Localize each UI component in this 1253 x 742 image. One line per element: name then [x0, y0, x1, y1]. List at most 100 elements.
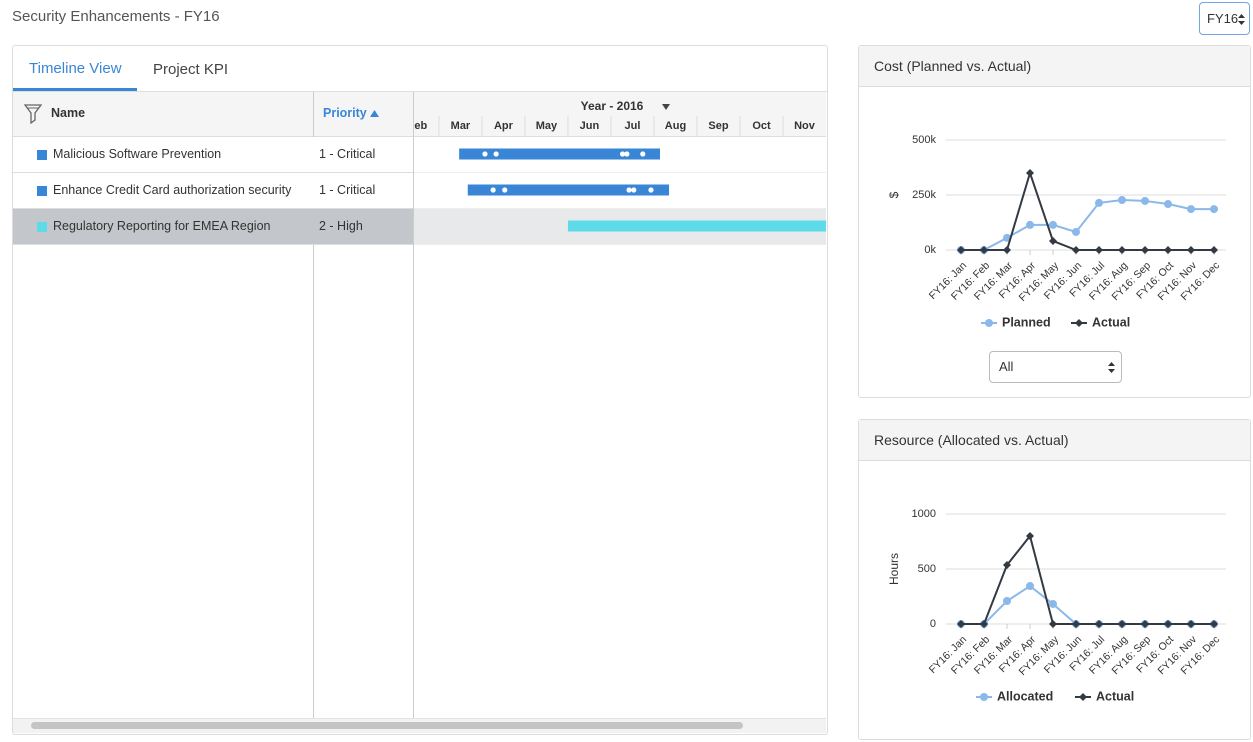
gantt-bar[interactable] — [459, 148, 660, 160]
filter-select-value: All — [999, 359, 1014, 374]
marker — [957, 620, 965, 628]
marker — [1049, 236, 1057, 245]
milestone — [502, 187, 508, 193]
marker — [1141, 246, 1149, 254]
marker — [1210, 620, 1218, 628]
marker — [980, 693, 988, 701]
y-tick-label: 0k — [924, 244, 936, 256]
period-select[interactable]: FY16 — [1199, 2, 1250, 35]
dropdown-icon — [662, 104, 670, 110]
cost-panel: Cost (Planned vs. Actual) 0k 250k 500k $ FY1… — [858, 45, 1251, 398]
timeline-title: Year - 2016 — [581, 99, 644, 113]
legend-label: Actual — [1092, 315, 1130, 329]
column-divider — [313, 92, 314, 722]
table-row[interactable]: Regulatory Reporting for EMEA Region 2 - … — [13, 209, 413, 245]
cell-name: Regulatory Reporting for EMEA Region — [53, 219, 271, 233]
marker — [1003, 246, 1011, 254]
marker — [1141, 620, 1149, 628]
legend-label: Actual — [1096, 689, 1134, 703]
marker — [1072, 246, 1080, 254]
gantt: Year - 2016 Feb Mar Apr May Jun Jul Aug Sep Oct No… — [414, 92, 826, 245]
marker — [1079, 693, 1087, 701]
y-tick-label: 500 — [918, 563, 936, 575]
sort-icon — [370, 110, 380, 117]
marker — [980, 246, 988, 254]
month-label: Jun — [580, 120, 600, 132]
milestone — [482, 151, 488, 157]
milestone — [648, 187, 654, 193]
marker — [1003, 561, 1011, 570]
marker — [1049, 599, 1057, 608]
table-row[interactable]: Malicious Software Prevention 1 - Critica… — [13, 137, 413, 173]
cell-priority: 2 - High — [319, 219, 363, 233]
series-line — [961, 584, 1214, 625]
row-color — [37, 222, 47, 232]
month-label: Feb — [414, 120, 427, 132]
column-divider — [413, 92, 414, 722]
marker — [980, 620, 988, 628]
marker — [1187, 246, 1195, 254]
marker — [1095, 246, 1103, 254]
marker — [1072, 620, 1080, 628]
column-header[interactable]: Name — [51, 106, 86, 120]
milestone — [493, 151, 499, 157]
milestone — [626, 187, 632, 193]
period-select-value: FY16 — [1207, 11, 1239, 26]
filter-select[interactable]: All — [989, 351, 1122, 383]
marker — [1049, 620, 1057, 628]
y-tick-label: 500k — [912, 134, 936, 146]
divider — [13, 91, 827, 92]
marker — [1026, 532, 1034, 540]
panel-title: Resource (Allocated vs. Actual) — [859, 420, 1250, 461]
marker — [1164, 246, 1172, 254]
marker — [1187, 205, 1195, 214]
marker — [1164, 620, 1172, 628]
cell-name: Malicious Software Prevention — [53, 147, 222, 161]
tab-active[interactable]: Timeline View — [29, 60, 122, 77]
legend-label: Allocated — [997, 689, 1053, 703]
month-label: Nov — [794, 120, 816, 132]
month-label: Apr — [494, 120, 514, 132]
tab-underline — [13, 88, 137, 91]
cell-priority: 1 - Critical — [319, 147, 376, 161]
filter-icon[interactable] — [24, 104, 42, 124]
month-label: Aug — [665, 120, 686, 132]
month-label: May — [536, 120, 558, 132]
table-row[interactable]: Enhance Credit Card authorization securi… — [13, 173, 413, 209]
marker — [1210, 246, 1218, 254]
marker — [1187, 620, 1195, 628]
row-color — [37, 150, 47, 160]
marker — [1026, 220, 1034, 229]
marker — [957, 246, 965, 254]
column-header-text: Priority — [323, 106, 367, 120]
column-header[interactable]: Priority — [323, 106, 380, 120]
y-axis-label: Hours — [887, 553, 901, 585]
series-line — [961, 169, 1214, 251]
y-tick-label: 1000 — [912, 508, 936, 520]
row-color — [37, 186, 47, 196]
marker — [1026, 169, 1034, 177]
cell-priority: 1 - Critical — [319, 183, 376, 197]
milestone — [490, 187, 496, 193]
milestone — [619, 151, 626, 157]
legend-label: Planned — [1002, 315, 1051, 329]
tab[interactable]: Project KPI — [153, 61, 229, 78]
scrollbar-thumb[interactable] — [31, 722, 743, 729]
marker — [1164, 200, 1172, 209]
month-label: Sep — [708, 120, 728, 132]
gantt-bar[interactable] — [567, 220, 826, 232]
page-title: Security Enhancements - FY16 — [12, 8, 220, 25]
month-label: Jul — [625, 120, 641, 132]
series-line — [961, 533, 1214, 625]
marker — [1118, 246, 1126, 254]
gantt-bar[interactable] — [467, 184, 670, 196]
marker — [1049, 220, 1057, 229]
gantt-body: Year - 2016 Feb Mar Apr May Jun Jul Aug Sep Oct No… — [414, 92, 826, 232]
marker — [1118, 196, 1126, 205]
marker — [1095, 620, 1103, 628]
timeline-panel: Timeline View Project KPI Name Priority … — [12, 45, 828, 735]
milestone — [624, 151, 630, 157]
y-tick-label: 250k — [912, 189, 936, 201]
